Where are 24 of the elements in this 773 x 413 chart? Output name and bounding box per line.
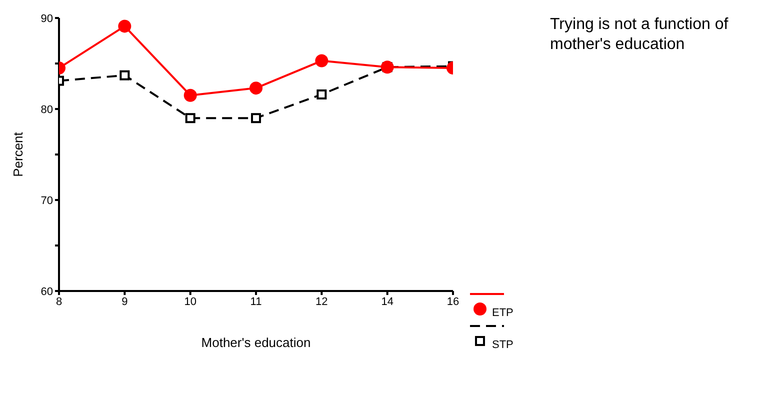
y-tick-label: 90 xyxy=(40,12,53,25)
legend-label: STP xyxy=(492,339,514,351)
point xyxy=(315,54,328,68)
point xyxy=(316,89,327,100)
x-tick-label: 10 xyxy=(184,296,196,308)
y-tick-label: 80 xyxy=(40,104,53,116)
x-tick-label: 16 xyxy=(446,296,460,308)
x-axis-title: Mother's education xyxy=(201,335,311,350)
point xyxy=(120,70,130,80)
point xyxy=(184,88,197,102)
x-tick-label: 14 xyxy=(381,296,394,308)
x-tick-label: 12 xyxy=(316,296,328,308)
y-axis-title: Percent xyxy=(10,132,26,177)
x-tick-label: 9 xyxy=(122,296,128,308)
y-tick-label: 60 xyxy=(40,286,53,298)
legend-label: ETP xyxy=(492,307,514,319)
point xyxy=(118,20,132,33)
text: Trying is not a function of mother's education xyxy=(550,15,730,55)
point xyxy=(251,113,261,124)
x-tick-label: 11 xyxy=(250,296,262,308)
point xyxy=(185,113,196,124)
x-tick-label: 8 xyxy=(56,296,62,308)
point xyxy=(250,82,262,95)
y-tick-label: 70 xyxy=(40,194,53,207)
